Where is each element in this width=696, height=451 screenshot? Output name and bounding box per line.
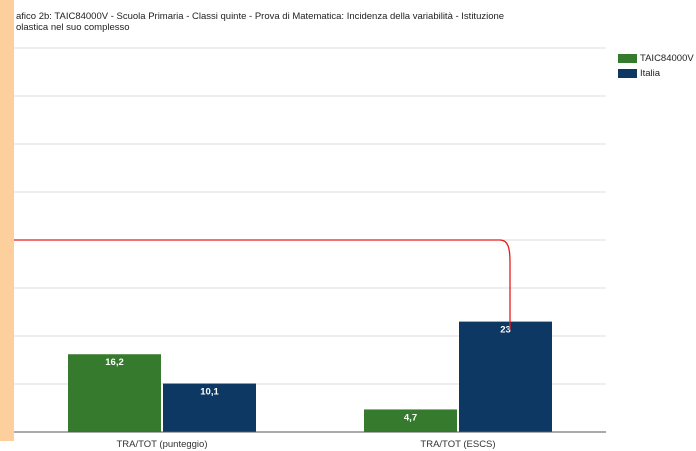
legend-swatch-taic [618, 54, 637, 63]
x-tick-label: TRA/TOT (punteggio) [117, 439, 208, 450]
chart-title-line-2: olastica nel suo complesso [16, 22, 130, 33]
bar-value-label: 16,2 [105, 357, 124, 368]
bar[interactable] [163, 383, 256, 432]
bar-value-label: 10,1 [200, 387, 219, 398]
left-highlight-band [0, 0, 14, 441]
legend-label-italia: Italia [640, 68, 661, 79]
legend-label-taic: TAIC84000V [640, 53, 694, 64]
x-axis-labels: TRA/TOT (punteggio) TRA/TOT (ESCS) [117, 439, 496, 450]
legend: TAIC84000V Italia [618, 51, 694, 81]
legend-item-taic[interactable]: TAIC84000V [618, 51, 694, 66]
x-tick-label: TRA/TOT (ESCS) [420, 439, 495, 450]
chart-title: afico 2b: TAIC84000V - Scuola Primaria -… [16, 11, 596, 33]
legend-swatch-italia [618, 69, 637, 78]
chart-title-line-1: afico 2b: TAIC84000V - Scuola Primaria -… [16, 11, 505, 22]
bar-value-label: 4,7 [404, 412, 417, 423]
bar[interactable] [68, 354, 161, 432]
bar-series: 16,2 10,1 4,7 23 [68, 321, 552, 432]
bar-value-label: 23 [500, 325, 511, 336]
bar[interactable] [459, 321, 552, 432]
bar[interactable] [364, 409, 457, 432]
legend-item-italia[interactable]: Italia [618, 66, 694, 81]
reference-line [14, 239, 511, 330]
